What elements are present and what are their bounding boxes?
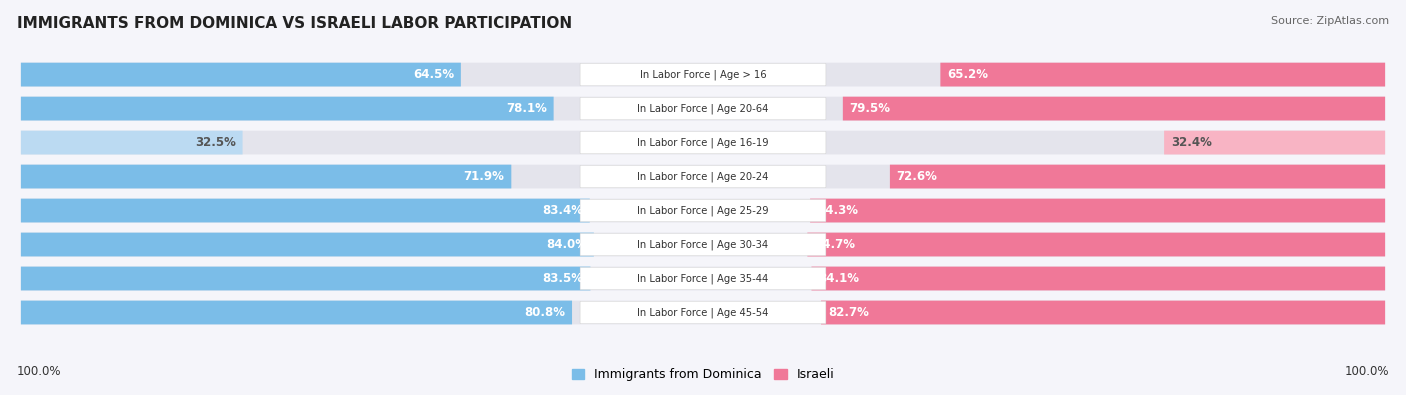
FancyBboxPatch shape — [581, 166, 825, 188]
Text: 83.5%: 83.5% — [543, 272, 583, 285]
FancyBboxPatch shape — [21, 131, 1385, 154]
Text: 82.7%: 82.7% — [828, 306, 869, 319]
Text: In Labor Force | Age 20-24: In Labor Force | Age 20-24 — [637, 171, 769, 182]
FancyBboxPatch shape — [21, 301, 1385, 324]
FancyBboxPatch shape — [810, 199, 1385, 222]
FancyBboxPatch shape — [807, 233, 1385, 256]
FancyBboxPatch shape — [581, 63, 825, 86]
FancyBboxPatch shape — [21, 267, 1385, 290]
FancyBboxPatch shape — [1164, 131, 1385, 154]
Text: 79.5%: 79.5% — [849, 102, 890, 115]
FancyBboxPatch shape — [581, 132, 825, 154]
FancyBboxPatch shape — [21, 301, 572, 324]
Text: 100.0%: 100.0% — [1344, 365, 1389, 378]
Text: 80.8%: 80.8% — [524, 306, 565, 319]
Legend: Immigrants from Dominica, Israeli: Immigrants from Dominica, Israeli — [567, 363, 839, 386]
FancyBboxPatch shape — [21, 199, 589, 222]
FancyBboxPatch shape — [21, 233, 593, 256]
Text: 84.7%: 84.7% — [814, 238, 855, 251]
Text: 84.3%: 84.3% — [817, 204, 858, 217]
Text: 64.5%: 64.5% — [413, 68, 454, 81]
Text: In Labor Force | Age 30-34: In Labor Force | Age 30-34 — [637, 239, 769, 250]
Text: 71.9%: 71.9% — [464, 170, 505, 183]
Text: In Labor Force | Age 16-19: In Labor Force | Age 16-19 — [637, 137, 769, 148]
Text: 32.5%: 32.5% — [195, 136, 236, 149]
Text: In Labor Force | Age > 16: In Labor Force | Age > 16 — [640, 70, 766, 80]
Text: 32.4%: 32.4% — [1171, 136, 1212, 149]
Text: Source: ZipAtlas.com: Source: ZipAtlas.com — [1271, 16, 1389, 26]
FancyBboxPatch shape — [842, 97, 1385, 120]
Text: In Labor Force | Age 20-64: In Labor Force | Age 20-64 — [637, 103, 769, 114]
Text: IMMIGRANTS FROM DOMINICA VS ISRAELI LABOR PARTICIPATION: IMMIGRANTS FROM DOMINICA VS ISRAELI LABO… — [17, 16, 572, 31]
FancyBboxPatch shape — [21, 63, 1385, 87]
FancyBboxPatch shape — [21, 63, 461, 87]
FancyBboxPatch shape — [21, 165, 512, 188]
Text: In Labor Force | Age 35-44: In Labor Force | Age 35-44 — [637, 273, 769, 284]
Text: In Labor Force | Age 45-54: In Labor Force | Age 45-54 — [637, 307, 769, 318]
Text: 78.1%: 78.1% — [506, 102, 547, 115]
FancyBboxPatch shape — [21, 267, 591, 290]
Text: 65.2%: 65.2% — [948, 68, 988, 81]
Text: 83.4%: 83.4% — [541, 204, 583, 217]
Text: 100.0%: 100.0% — [17, 365, 62, 378]
FancyBboxPatch shape — [581, 233, 825, 256]
Text: 84.1%: 84.1% — [818, 272, 859, 285]
FancyBboxPatch shape — [21, 233, 1385, 256]
FancyBboxPatch shape — [890, 165, 1385, 188]
Text: 72.6%: 72.6% — [897, 170, 938, 183]
FancyBboxPatch shape — [21, 97, 1385, 120]
Text: In Labor Force | Age 25-29: In Labor Force | Age 25-29 — [637, 205, 769, 216]
FancyBboxPatch shape — [581, 97, 825, 120]
FancyBboxPatch shape — [581, 199, 825, 222]
FancyBboxPatch shape — [811, 267, 1385, 290]
FancyBboxPatch shape — [821, 301, 1385, 324]
FancyBboxPatch shape — [21, 131, 243, 154]
FancyBboxPatch shape — [21, 199, 1385, 222]
FancyBboxPatch shape — [581, 301, 825, 324]
FancyBboxPatch shape — [941, 63, 1385, 87]
Text: 84.0%: 84.0% — [546, 238, 588, 251]
FancyBboxPatch shape — [21, 97, 554, 120]
FancyBboxPatch shape — [581, 267, 825, 290]
FancyBboxPatch shape — [21, 165, 1385, 188]
